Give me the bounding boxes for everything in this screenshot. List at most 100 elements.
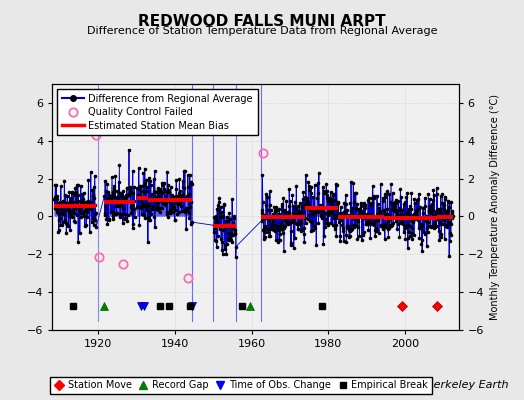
Point — [435, 209, 444, 215]
Point — [321, 210, 329, 216]
Point — [348, 226, 356, 232]
Point — [178, 190, 187, 197]
Point — [312, 208, 320, 215]
Point — [108, 190, 117, 196]
Point — [220, 202, 228, 209]
Point — [289, 203, 298, 209]
Point — [226, 224, 235, 230]
Point — [259, 216, 267, 222]
Point — [362, 213, 370, 219]
Point — [397, 212, 405, 218]
Text: Difference of Station Temperature Data from Regional Average: Difference of Station Temperature Data f… — [87, 26, 437, 36]
Point — [137, 196, 145, 202]
Point — [420, 231, 429, 237]
Point — [292, 212, 301, 218]
Point — [365, 220, 373, 226]
Point — [226, 216, 234, 222]
Point — [167, 184, 175, 190]
Point — [162, 189, 171, 196]
Point — [85, 204, 94, 210]
Point — [439, 215, 447, 221]
Point — [289, 217, 297, 224]
Point — [445, 204, 453, 210]
Point — [326, 189, 335, 195]
Point — [130, 198, 139, 204]
Point — [130, 214, 139, 220]
Point — [84, 205, 92, 212]
Point — [368, 221, 376, 228]
Point — [428, 206, 436, 213]
Point — [121, 198, 129, 205]
Point — [126, 190, 135, 196]
Point — [386, 199, 395, 205]
Point — [84, 177, 93, 184]
Point — [387, 222, 396, 228]
Point — [278, 203, 287, 209]
Point — [382, 220, 390, 227]
Point — [315, 204, 324, 211]
Point — [328, 209, 336, 215]
Point — [267, 223, 275, 230]
Point — [89, 215, 97, 222]
Point — [444, 207, 452, 213]
Point — [281, 213, 290, 220]
Point — [413, 212, 421, 219]
Point — [427, 203, 435, 209]
Point — [441, 223, 450, 229]
Point — [329, 222, 337, 228]
Point — [391, 206, 400, 213]
Point — [360, 215, 368, 221]
Point — [118, 220, 127, 226]
Point — [70, 219, 79, 226]
Point — [323, 195, 331, 201]
Point — [70, 205, 78, 212]
Point — [128, 198, 136, 204]
Point — [414, 191, 423, 197]
Point — [419, 205, 427, 211]
Point — [210, 222, 218, 228]
Point — [50, 205, 59, 211]
Point — [353, 236, 362, 242]
Point — [330, 190, 338, 197]
Point — [368, 195, 376, 202]
Point — [406, 232, 414, 239]
Point — [274, 239, 282, 245]
Point — [418, 248, 427, 254]
Point — [60, 203, 69, 210]
Point — [230, 214, 238, 221]
Point — [90, 173, 99, 180]
Point — [306, 204, 314, 210]
Point — [265, 226, 273, 232]
Point — [144, 195, 152, 202]
Point — [413, 206, 422, 212]
Point — [63, 204, 72, 211]
Point — [434, 228, 443, 234]
Point — [399, 200, 408, 207]
Point — [439, 220, 447, 227]
Point — [289, 210, 297, 216]
Point — [171, 216, 179, 223]
Point — [321, 224, 330, 230]
Point — [146, 217, 155, 223]
Point — [54, 200, 62, 206]
Point — [430, 192, 438, 198]
Point — [352, 222, 361, 228]
Point — [103, 196, 111, 202]
Point — [61, 192, 70, 198]
Point — [104, 216, 113, 222]
Point — [432, 185, 441, 192]
Point — [384, 218, 392, 224]
Point — [440, 205, 449, 212]
Point — [87, 206, 95, 212]
Point — [402, 216, 411, 222]
Point — [334, 199, 342, 206]
Point — [119, 216, 128, 222]
Point — [433, 191, 441, 197]
Point — [391, 201, 399, 207]
Point — [220, 222, 228, 228]
Point — [400, 213, 409, 220]
Point — [212, 213, 220, 220]
Point — [276, 215, 284, 222]
Point — [213, 218, 221, 224]
Point — [116, 192, 125, 199]
